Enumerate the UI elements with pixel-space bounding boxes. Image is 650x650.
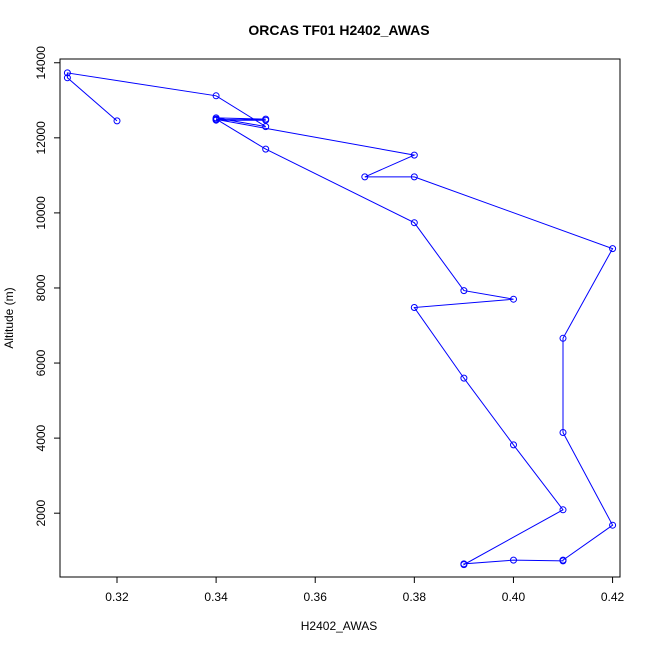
data-point xyxy=(559,429,567,436)
x-tick-label: 0.40 xyxy=(502,590,526,604)
data-point xyxy=(63,69,71,77)
series-points xyxy=(63,69,617,569)
y-tick-label: 12000 xyxy=(34,121,48,155)
data-point xyxy=(410,219,418,227)
x-tick-label: 0.32 xyxy=(105,590,129,604)
data-point xyxy=(63,74,71,82)
data-point xyxy=(212,115,220,123)
x-tick-label: 0.38 xyxy=(403,590,427,604)
data-point xyxy=(609,521,617,529)
data-point xyxy=(510,295,517,303)
data-point xyxy=(410,151,418,159)
y-tick-label: 2000 xyxy=(34,500,48,527)
data-point xyxy=(460,561,468,569)
data-point xyxy=(460,374,468,382)
data-point xyxy=(361,173,369,181)
x-tick-label: 0.36 xyxy=(304,590,328,604)
x-tick-label: 0.42 xyxy=(601,590,625,604)
data-point xyxy=(510,556,517,564)
y-tick-label: 4000 xyxy=(34,424,48,451)
y-axis: 2000 4000 6000 8000 10000 12000 14000 xyxy=(34,46,60,527)
data-point xyxy=(559,334,567,342)
series-line xyxy=(66,72,614,566)
plot-frame xyxy=(59,58,621,578)
series-h2402-awas xyxy=(63,69,617,569)
data-point xyxy=(510,441,517,449)
x-axis: 0.32 0.34 0.36 0.38 0.40 0.42 xyxy=(105,577,625,604)
y-tick-label: 6000 xyxy=(34,349,48,376)
y-axis-label: Altitude (m) xyxy=(2,287,16,348)
data-point xyxy=(410,304,418,311)
data-point xyxy=(460,287,468,295)
y-tick-label: 8000 xyxy=(34,274,48,301)
x-tick-label: 0.34 xyxy=(204,590,228,604)
y-tick-label: 10000 xyxy=(34,196,48,230)
data-point xyxy=(609,245,617,253)
data-point xyxy=(559,506,567,514)
chart-title: ORCAS TF01 H2402_AWAS xyxy=(248,22,429,38)
data-point xyxy=(410,173,418,181)
data-point xyxy=(262,116,270,124)
data-point xyxy=(212,92,220,100)
data-point xyxy=(559,557,567,565)
x-axis-label: H2402_AWAS xyxy=(301,619,377,633)
data-point xyxy=(113,117,121,125)
data-point xyxy=(262,145,270,153)
y-tick-label: 14000 xyxy=(34,46,48,80)
